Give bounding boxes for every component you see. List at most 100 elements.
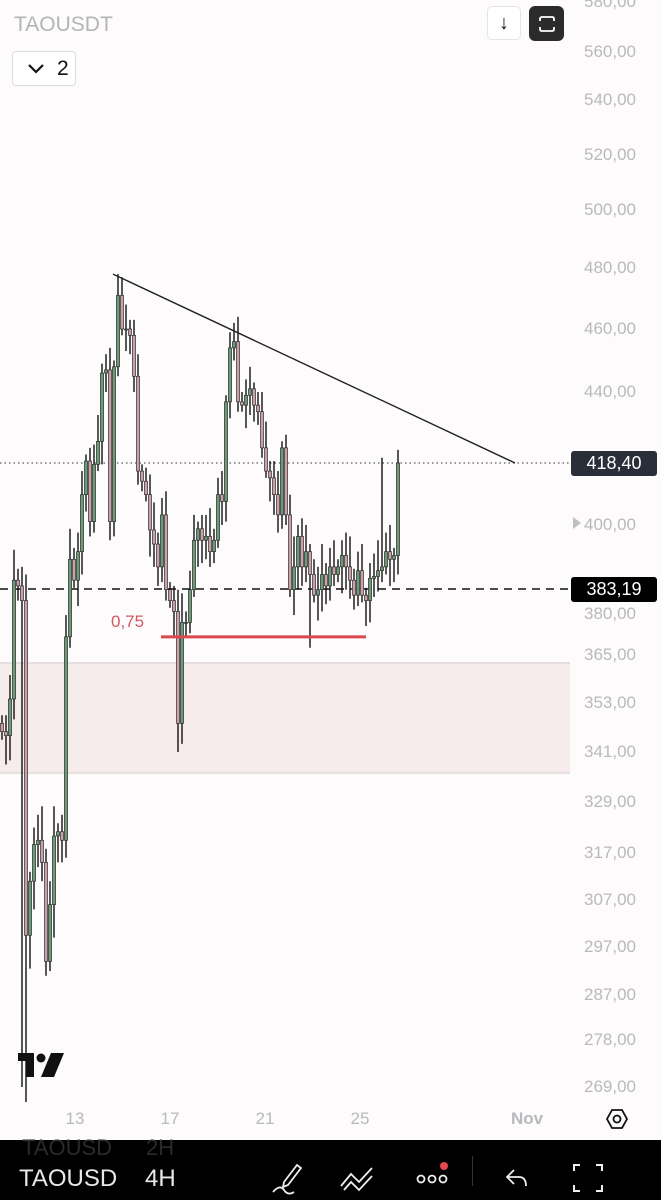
candle-body — [8, 698, 12, 736]
chart-symbol-title: TAOUSDT — [14, 13, 113, 36]
candle-body — [16, 579, 20, 587]
candle-body — [352, 579, 356, 596]
candle-body — [292, 566, 296, 590]
candle-body — [368, 578, 372, 601]
candle-body — [276, 494, 280, 516]
candle-body — [264, 447, 268, 472]
candle-body — [52, 835, 56, 905]
undo-icon[interactable] — [502, 1160, 532, 1196]
candle-body — [136, 375, 140, 472]
candle-body — [152, 529, 156, 545]
candle-body — [128, 328, 132, 336]
candle-body — [124, 328, 128, 331]
candle-body — [236, 341, 240, 403]
price-axis-tick: 278,00 — [584, 1030, 636, 1049]
candle-body — [356, 570, 360, 596]
demand-zone — [0, 663, 570, 773]
candle-body — [156, 543, 160, 568]
candle-body — [244, 394, 248, 406]
price-axis-tick: 307,00 — [584, 890, 636, 909]
candle-body — [200, 528, 204, 541]
candle-body — [320, 574, 324, 590]
candle-body — [180, 622, 184, 724]
candle-body — [100, 372, 104, 442]
candle-body — [172, 600, 176, 612]
candle-body — [60, 831, 64, 841]
candle-body — [12, 579, 16, 700]
scroll-to-latest-button[interactable]: ↓ — [487, 6, 521, 40]
candle-body — [72, 558, 76, 581]
candle-body — [328, 566, 332, 587]
candle-body — [44, 862, 48, 962]
date-axis-tick: 17 — [160, 1109, 180, 1128]
fullscreen-toolbar-icon[interactable] — [570, 1160, 606, 1196]
candle-body — [4, 731, 8, 736]
candle-body — [284, 447, 288, 516]
candle-body — [96, 441, 100, 465]
price-axis-tick: 560,00 — [584, 42, 636, 61]
candle-body — [208, 536, 212, 552]
price-axis-tick: 500,00 — [584, 200, 636, 219]
tradingview-logo — [18, 1053, 64, 1077]
current-price-label: 418,40 — [571, 451, 657, 476]
candle-body — [120, 295, 124, 330]
candle-body — [64, 636, 68, 841]
candle-body — [184, 622, 188, 624]
symbol-button[interactable]: TAOUSD — [19, 1165, 118, 1192]
date-axis-tick: 25 — [350, 1109, 370, 1128]
candle-body — [316, 589, 320, 596]
fullscreen-button[interactable] — [529, 6, 564, 41]
price-axis-tick: 297,00 — [584, 937, 636, 956]
candle-body — [344, 555, 348, 568]
price-axis-tick: 400,00 — [584, 515, 636, 534]
candle-body — [384, 551, 388, 568]
date-axis-tick: Nov — [510, 1109, 544, 1128]
price-axis-tick: 380,00 — [584, 604, 636, 623]
draw-pen-icon[interactable] — [270, 1160, 306, 1196]
candle-body — [336, 566, 340, 575]
candle-body — [380, 566, 384, 571]
candle-body — [104, 369, 108, 374]
interval-button[interactable]: 4H — [145, 1165, 176, 1192]
indicators-toggle-button[interactable]: 2 — [12, 51, 76, 86]
price-axis-tick: 329,00 — [584, 792, 636, 811]
candle-body — [248, 388, 252, 396]
candle-body — [224, 401, 228, 502]
candle-body — [268, 470, 272, 479]
price-axis-tick: 353,00 — [584, 693, 636, 712]
more-options-icon[interactable] — [413, 1160, 453, 1196]
toolbar-divider — [472, 1156, 473, 1186]
price-axis-tick: 540,00 — [584, 90, 636, 109]
candle-body — [28, 880, 32, 936]
previous-interval-ghost: 2H — [146, 1135, 175, 1160]
candle-body — [76, 551, 80, 581]
price-marker-arrow-icon — [573, 517, 581, 529]
trend-line-tool-icon[interactable] — [338, 1160, 376, 1196]
candle-body — [196, 528, 200, 541]
price-axis-tick: 287,00 — [584, 985, 636, 1004]
candle-body — [308, 551, 312, 575]
candle-body — [88, 460, 92, 522]
candle-body — [164, 514, 168, 590]
candle-body — [148, 494, 152, 531]
candle-body — [20, 585, 24, 601]
candle-body — [324, 574, 328, 587]
candle-body — [212, 539, 216, 552]
candlestick-chart[interactable] — [0, 0, 661, 1140]
settings-icon[interactable] — [605, 1107, 629, 1131]
bottom-toolbar: TAOUSD 2H TAOUSD 4H — [0, 1135, 661, 1200]
arrow-down-icon: ↓ — [499, 11, 509, 34]
chevron-down-icon — [27, 57, 45, 81]
candle-body — [260, 411, 264, 449]
candle-body — [372, 576, 376, 579]
price-axis-tick: 520,00 — [584, 145, 636, 164]
price-axis-tick: 365,00 — [584, 645, 636, 664]
candle-body — [296, 536, 300, 568]
candle-body — [340, 555, 344, 568]
candle-body — [36, 839, 40, 845]
candle-body — [204, 536, 208, 541]
candle-body — [232, 341, 236, 349]
date-axis-tick: 13 — [65, 1109, 85, 1128]
candle-body — [332, 566, 336, 575]
candle-body — [312, 574, 316, 596]
